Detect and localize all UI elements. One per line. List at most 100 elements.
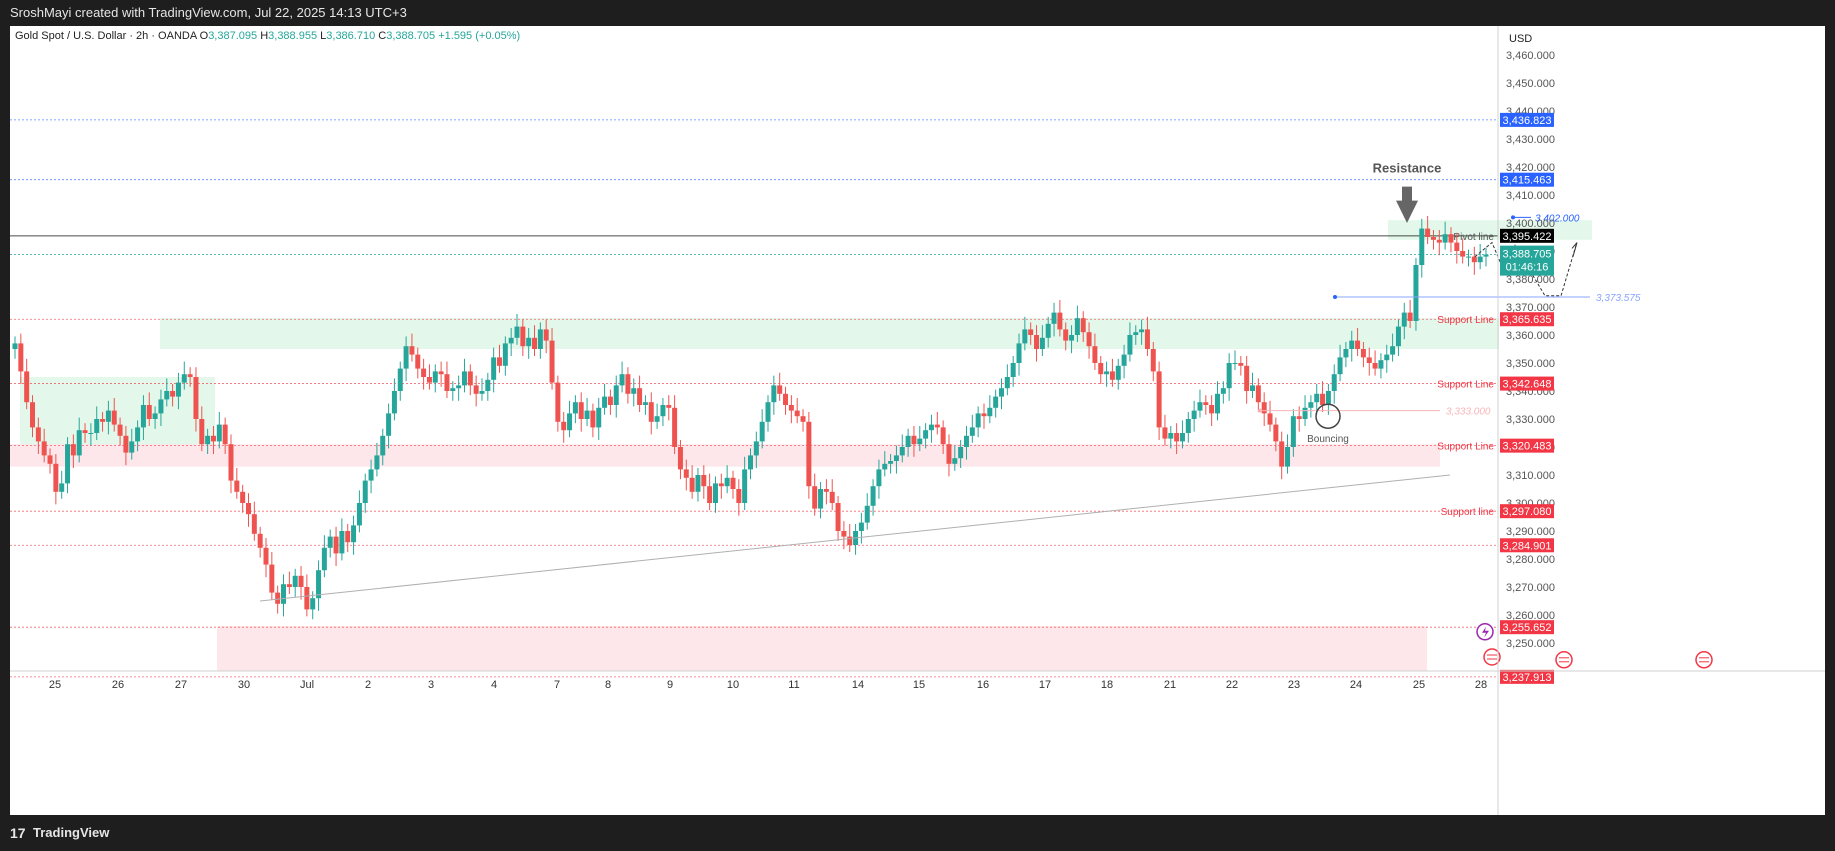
candle xyxy=(888,461,894,464)
level-name-4: Support Line xyxy=(1437,380,1494,391)
candle xyxy=(1226,363,1232,389)
candle xyxy=(450,388,456,391)
candle xyxy=(788,405,794,411)
candle xyxy=(321,547,327,571)
candle xyxy=(1430,237,1436,240)
candle xyxy=(356,503,362,526)
x-tick-label: 16 xyxy=(977,679,989,691)
candle xyxy=(1057,312,1063,330)
candle xyxy=(1179,433,1185,442)
candle xyxy=(485,379,491,391)
price-tag-8: 3,255.652 xyxy=(1503,622,1552,634)
y-tick-label: 3,430.000 xyxy=(1506,134,1555,146)
candle xyxy=(666,405,672,408)
bouncing-label: Bouncing xyxy=(1307,434,1349,445)
bottom-zone-red xyxy=(217,626,1427,671)
chart-frame[interactable]: Pivot line Support Line Support Line Suppor… xyxy=(10,26,1825,815)
candle xyxy=(567,413,573,431)
x-tick-label: 17 xyxy=(1039,679,1051,691)
candle xyxy=(1010,363,1016,377)
y-tick-label: 3,410.000 xyxy=(1506,190,1555,202)
candle xyxy=(88,433,94,434)
open-value: 3,387.095 xyxy=(208,30,260,42)
candle xyxy=(1349,340,1355,349)
candle xyxy=(76,430,82,456)
candle xyxy=(140,405,146,428)
y-tick-label: 3,460.000 xyxy=(1506,50,1555,62)
candle xyxy=(724,477,730,487)
candle xyxy=(602,396,608,408)
candle xyxy=(24,371,30,403)
price-chart[interactable]: Pivot line Support Line Support Line Suppor… xyxy=(10,26,1825,815)
candle xyxy=(1343,349,1349,358)
candle xyxy=(882,463,888,470)
level-3373-dot xyxy=(1333,294,1337,299)
candle xyxy=(368,469,374,481)
candle xyxy=(1150,349,1156,372)
candle xyxy=(199,419,205,445)
candle xyxy=(158,399,164,414)
price-tag-1: 3,415.463 xyxy=(1503,175,1552,187)
time-axis: 25 26 27 30 Jul 2 3 4 7 8 9 10 11 14 15 16 17 18 21 22 23 24 2… xyxy=(10,670,1825,691)
bouncing-circle xyxy=(1315,403,1341,429)
candle xyxy=(362,480,368,503)
candle xyxy=(298,575,304,587)
candle xyxy=(1203,402,1209,405)
candle xyxy=(1279,441,1285,467)
price-tag-6: 3,297.080 xyxy=(1503,506,1552,518)
candle xyxy=(543,329,549,341)
candle xyxy=(794,410,800,417)
x-tick-label: 2 xyxy=(365,679,371,691)
candle xyxy=(1121,354,1127,366)
candle xyxy=(759,421,765,442)
y-tick-label: 3,350.000 xyxy=(1506,358,1555,370)
candle xyxy=(952,458,958,464)
candle xyxy=(1185,419,1191,433)
candle xyxy=(245,503,251,515)
candle xyxy=(409,346,415,355)
candle xyxy=(1127,335,1133,355)
candle xyxy=(654,416,660,422)
candle xyxy=(742,469,748,503)
y-tick-label: 3,260.000 xyxy=(1506,610,1555,622)
candle xyxy=(946,444,952,464)
current-price-tag-bg xyxy=(1500,245,1554,276)
candle xyxy=(1384,354,1390,361)
y-tick-label: 3,360.000 xyxy=(1506,330,1555,342)
candle xyxy=(345,531,351,543)
x-tick-label: 18 xyxy=(1101,679,1113,691)
candle xyxy=(496,357,502,366)
candle xyxy=(514,326,520,338)
bottom-bar: 17 TradingView xyxy=(0,815,1835,851)
candle xyxy=(1074,318,1080,335)
y-tick-label: 3,270.000 xyxy=(1506,582,1555,594)
candle xyxy=(999,388,1005,397)
projected-arrow-icon xyxy=(1571,242,1578,257)
candle xyxy=(53,463,59,492)
price-tag-0: 3,436.823 xyxy=(1503,115,1552,127)
price-axis: USD 3,250.000 3,260.000 3,270.000 3,280.000 3… xyxy=(1497,26,1555,815)
candle xyxy=(12,343,18,349)
price-tag-bg xyxy=(1500,228,1554,243)
close-label: C xyxy=(378,30,386,42)
tradingview-brand[interactable]: TradingView xyxy=(33,825,110,840)
candle xyxy=(631,388,637,394)
candle xyxy=(234,480,240,492)
candle xyxy=(111,410,117,425)
level-3373-label: 3,373.575 xyxy=(1596,293,1641,304)
left-zone-green xyxy=(20,377,215,447)
x-tick-label: 10 xyxy=(727,679,739,691)
open-label: O xyxy=(200,30,209,42)
candle xyxy=(438,371,444,375)
x-tick-label: 25 xyxy=(49,679,61,691)
level-name-3: Support Line xyxy=(1437,315,1494,326)
candle xyxy=(386,413,392,436)
candle xyxy=(374,455,380,470)
candle xyxy=(30,402,36,428)
candle xyxy=(712,483,718,503)
levels-layer: Pivot line Support Line Support Line Suppor… xyxy=(10,119,1498,678)
candle xyxy=(923,430,929,439)
candle xyxy=(613,385,619,405)
y-tick-label: 3,290.000 xyxy=(1506,526,1555,538)
top-bar: SroshMayi created with TradingView.com, … xyxy=(0,0,1835,26)
